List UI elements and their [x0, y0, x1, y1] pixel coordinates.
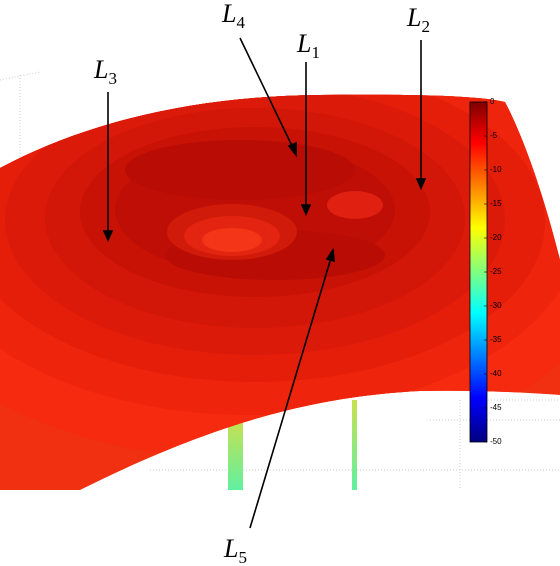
tick-label: -40 [490, 369, 502, 378]
pillar [352, 400, 357, 490]
annotation: L4 [221, 0, 245, 32]
annotation-index: 4 [236, 13, 245, 32]
arrows [102, 37, 427, 529]
surface [0, 94, 560, 490]
annotation: L2 [406, 3, 430, 36]
annotation-index: 1 [311, 43, 320, 62]
annotation-letter: L [296, 29, 311, 58]
annotation: L5 [223, 534, 247, 566]
annotation-index: 2 [421, 17, 430, 36]
tick-label: -25 [490, 267, 502, 276]
tick-label: -5 [490, 131, 498, 140]
annotation: L1 [296, 29, 320, 62]
annotation-letter: L [406, 3, 421, 32]
pillar [228, 420, 243, 490]
annotation-letter: L [221, 0, 236, 28]
tick-label: -15 [490, 199, 502, 208]
annotation-index: 5 [238, 548, 247, 566]
annotation-index: 3 [108, 69, 117, 88]
tick-label: -30 [490, 301, 502, 310]
tick-label: -50 [490, 437, 502, 446]
tick-label: 0 [490, 97, 495, 106]
annotation-letter: L [93, 55, 108, 84]
tick-label: -20 [490, 233, 502, 242]
tick-label: -45 [490, 403, 502, 412]
annotation-letter: L [223, 534, 238, 563]
tick-label: -10 [490, 165, 502, 174]
annotation: L3 [93, 55, 117, 88]
tick-label: -35 [490, 335, 502, 344]
